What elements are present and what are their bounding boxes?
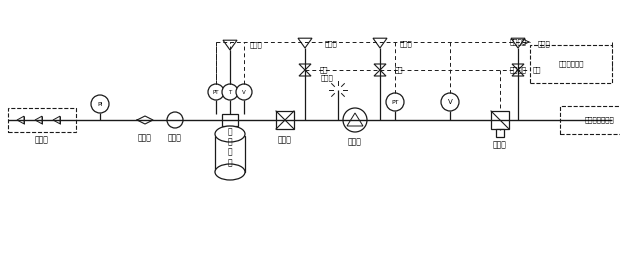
Polygon shape (299, 64, 311, 70)
Polygon shape (35, 116, 42, 124)
Polygon shape (299, 70, 311, 76)
Text: 过滤器: 过滤器 (138, 133, 152, 143)
Circle shape (441, 93, 459, 111)
Polygon shape (374, 70, 386, 76)
Polygon shape (17, 116, 24, 124)
Text: 限流阀: 限流阀 (278, 136, 292, 144)
Text: 储
氢
气
瓶: 储 氢 气 瓶 (228, 127, 232, 167)
Text: 电磁阀: 电磁阀 (493, 140, 507, 150)
Text: PT: PT (391, 99, 399, 105)
Ellipse shape (215, 126, 245, 142)
Text: 减压阀: 减压阀 (348, 137, 362, 147)
Polygon shape (512, 64, 524, 70)
Text: 燃料电池发动机: 燃料电池发动机 (585, 117, 615, 123)
Circle shape (343, 108, 367, 132)
Bar (491, 111, 509, 129)
Circle shape (386, 93, 404, 111)
Bar (496, 129, 504, 137)
Bar (530, 45, 612, 83)
Polygon shape (511, 38, 525, 48)
Polygon shape (374, 64, 386, 70)
Text: 氢系统控制器: 氢系统控制器 (558, 61, 584, 67)
Polygon shape (512, 70, 524, 76)
Circle shape (236, 84, 252, 100)
Text: 排空口: 排空口 (325, 41, 338, 47)
Circle shape (91, 95, 109, 113)
Text: 针阀: 针阀 (395, 67, 404, 73)
Text: 加氢口: 加氢口 (35, 136, 49, 144)
Text: PI: PI (97, 102, 103, 106)
Text: 安全阀: 安全阀 (321, 75, 333, 81)
Text: 排空口: 排空口 (400, 41, 413, 47)
Circle shape (167, 112, 183, 128)
Polygon shape (298, 38, 312, 48)
Bar (560, 106, 620, 134)
Ellipse shape (215, 164, 245, 180)
Text: 排空口: 排空口 (538, 41, 551, 47)
Text: V: V (242, 90, 246, 95)
Circle shape (208, 84, 224, 100)
Text: 针阀: 针阀 (320, 67, 329, 73)
Bar (215, 136, 245, 172)
Text: T: T (228, 90, 232, 95)
Polygon shape (347, 113, 363, 126)
Polygon shape (223, 40, 237, 50)
Polygon shape (373, 38, 387, 48)
Circle shape (222, 84, 238, 100)
Text: 控制输出: 控制输出 (510, 67, 527, 73)
Bar (222, 114, 238, 126)
Text: 排空口: 排空口 (250, 42, 263, 48)
Text: 单向阀: 单向阀 (168, 133, 182, 143)
Bar (276, 111, 294, 129)
Text: PT: PT (213, 90, 219, 95)
Text: 信号输入: 信号输入 (510, 39, 527, 45)
Text: 针阀: 针阀 (533, 67, 541, 73)
Bar (8, 108, 76, 132)
Text: V: V (448, 99, 453, 105)
Polygon shape (53, 116, 60, 124)
